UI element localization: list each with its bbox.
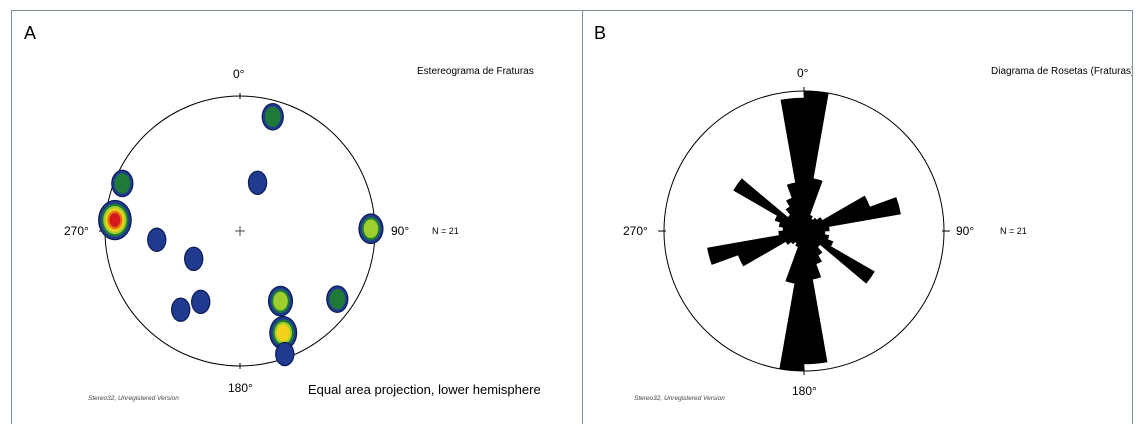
contour-cluster bbox=[98, 199, 132, 241]
contour-level bbox=[276, 343, 294, 366]
stereonet-label-south: 180° bbox=[228, 381, 253, 395]
panel-a: A Estereograma de Fraturas 0° 90° 180° 2… bbox=[11, 10, 583, 424]
contour-clusters bbox=[98, 103, 384, 367]
contour-level bbox=[273, 291, 288, 311]
contour-level bbox=[363, 219, 379, 239]
panel-b: B Diagrama de Rosetas (Fraturas) 0° 90° … bbox=[582, 10, 1133, 424]
stereonet-plot bbox=[98, 93, 384, 369]
rose-petal bbox=[780, 97, 805, 232]
contour-cluster bbox=[111, 169, 134, 198]
contour-level bbox=[114, 173, 131, 194]
contour-level bbox=[192, 290, 210, 313]
contour-level bbox=[148, 228, 166, 251]
contour-level bbox=[249, 171, 267, 194]
rose-label-west: 270° bbox=[623, 224, 648, 238]
stereonet-label-east: 90° bbox=[391, 224, 409, 238]
rose-label-south: 180° bbox=[792, 384, 817, 398]
contour-level bbox=[109, 213, 121, 228]
contour-level bbox=[172, 298, 190, 321]
rose-petal bbox=[778, 230, 805, 236]
contour-cluster bbox=[326, 285, 349, 313]
contour-cluster bbox=[269, 315, 298, 350]
contour-cluster bbox=[184, 246, 204, 272]
panel-a-letter: A bbox=[24, 23, 36, 43]
rose-petal bbox=[707, 230, 805, 265]
contour-level bbox=[185, 247, 203, 270]
rose-title: Diagrama de Rosetas (Fraturas) bbox=[991, 66, 1132, 77]
rose-petal bbox=[803, 230, 875, 284]
contour-cluster bbox=[275, 341, 295, 367]
rose-label-north: 0° bbox=[797, 66, 809, 80]
rose-petals bbox=[707, 90, 901, 372]
contour-level bbox=[329, 288, 346, 310]
contour-cluster bbox=[247, 170, 268, 195]
contour-level bbox=[276, 324, 290, 342]
rose-software-note: Stereo32, Unregistered Version bbox=[634, 395, 725, 402]
contour-level bbox=[264, 106, 281, 128]
rose-label-east: 90° bbox=[956, 224, 974, 238]
stereonet-n-count: N = 21 bbox=[432, 226, 459, 236]
contour-cluster bbox=[267, 285, 294, 317]
contour-cluster bbox=[147, 227, 167, 252]
stereonet-software-note: Stereo32, Unregistered Version bbox=[88, 395, 179, 402]
rose-svg: B Diagrama de Rosetas (Fraturas) 0° 90° … bbox=[594, 23, 1132, 402]
contour-cluster bbox=[191, 289, 211, 315]
stereonet-label-north: 0° bbox=[233, 67, 245, 81]
rose-petal bbox=[803, 230, 828, 365]
rose-petal bbox=[733, 178, 805, 232]
panel-b-letter: B bbox=[594, 23, 606, 43]
contour-cluster bbox=[358, 213, 384, 245]
stereonet-label-west: 270° bbox=[64, 224, 89, 238]
rose-petal bbox=[803, 197, 901, 232]
rose-plot bbox=[658, 87, 950, 375]
contour-cluster bbox=[170, 297, 191, 322]
contour-cluster bbox=[261, 103, 284, 131]
projection-note: Equal area projection, lower hemisphere bbox=[308, 382, 541, 397]
stereonet-svg: A Estereograma de Fraturas 0° 90° 180° 2… bbox=[24, 23, 541, 402]
stereonet-title: Estereograma de Fraturas bbox=[417, 66, 534, 77]
rose-petal bbox=[803, 226, 830, 232]
rose-n-count: N = 21 bbox=[1000, 226, 1027, 236]
